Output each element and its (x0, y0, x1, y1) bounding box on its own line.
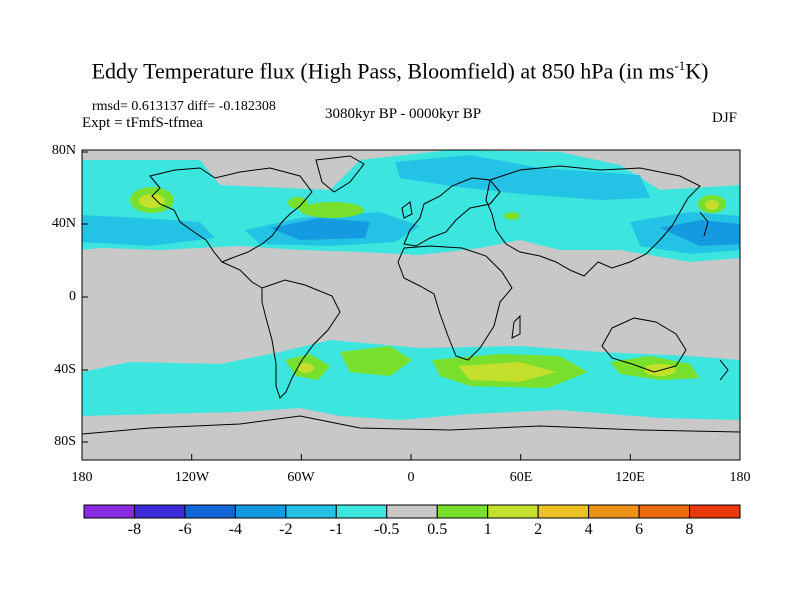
field-patch (298, 363, 314, 373)
south-america-outline (261, 279, 341, 399)
colorbar-box (537, 504, 590, 519)
stats-text: rmsd= 0.613137 diff= -0.182308 (92, 99, 276, 114)
experiment-text: Expt = tFmfS-tfmea (82, 115, 203, 131)
lon-label: 180 (729, 470, 751, 485)
colorbar-label: -2 (279, 521, 293, 538)
flux-field (82, 150, 740, 460)
colorbar-box (386, 504, 438, 519)
japan-outline (699, 211, 709, 237)
colorbar-box (133, 504, 186, 519)
season-text: DJF (712, 110, 738, 126)
europe-outline (403, 177, 501, 247)
map-title: Eddy Temperature flux (High Pass, Bloomf… (0, 58, 800, 84)
colorbar-box (638, 504, 691, 519)
colorbar-box (83, 504, 135, 519)
colorbar-box (184, 504, 236, 519)
title-end: K) (685, 58, 709, 84)
colorbar-label: 2 (534, 521, 543, 538)
madagascar-outline (511, 314, 521, 339)
asia-outline (485, 165, 701, 277)
field-region (82, 340, 740, 420)
colorbar-label: -8 (127, 521, 142, 538)
lat-label: 0 (69, 289, 76, 304)
greenland-outline (315, 155, 365, 193)
coastlines (82, 155, 740, 435)
period-text: 3080kyr BP - 0000kyr BP (325, 106, 482, 122)
title-superscript: -1 (674, 58, 686, 73)
africa-outline (397, 245, 513, 361)
colorbar-label: -1 (329, 521, 343, 538)
field-patch (139, 194, 165, 208)
field-region (340, 346, 412, 376)
lat-label: 80S (54, 434, 76, 449)
field-region (270, 218, 370, 240)
colorbar-label: -4 (228, 521, 243, 538)
field-patch (300, 202, 364, 218)
colorbar (83, 504, 741, 519)
lon-label: 60E (509, 470, 533, 485)
colorbar-box (588, 504, 640, 519)
north-america-outline (149, 167, 313, 263)
colorbar-box (436, 504, 489, 519)
field-patch (705, 200, 719, 210)
lon-label: 180 (71, 470, 93, 485)
field-patch (288, 197, 308, 209)
lon-label: 0 (407, 470, 415, 485)
uk-outline (401, 201, 413, 219)
central-america-outline (221, 261, 263, 289)
lon-label: 120E (615, 470, 645, 485)
colorbar-label: 4 (584, 521, 593, 538)
lon-label: 60W (287, 470, 315, 485)
field-patch (504, 212, 520, 220)
colorbar-box (487, 504, 539, 519)
colorbar-label: 8 (685, 521, 694, 538)
colorbar-label: 6 (635, 521, 644, 538)
colorbar-label: 0.5 (427, 521, 448, 538)
field-region (395, 155, 650, 200)
colorbar-box (689, 504, 741, 519)
colorbar-box (285, 504, 337, 519)
colorbar-box (234, 504, 287, 519)
new-zealand-outline (719, 359, 729, 381)
title-main: Eddy Temperature flux (High Pass, Bloomf… (91, 58, 675, 84)
lat-label: 40N (51, 216, 76, 231)
colorbar-label: 1 (483, 521, 492, 538)
lon-label: 120W (174, 470, 210, 485)
colorbar-label: -6 (178, 521, 192, 538)
antarctica-outline (82, 415, 740, 435)
colorbar-label: -0.5 (374, 521, 400, 538)
field-region (458, 362, 556, 382)
field-region (660, 220, 740, 246)
map-ticks (81, 151, 741, 460)
lat-label: 80N (51, 143, 76, 158)
colorbar-box (335, 504, 388, 519)
lat-label: 40S (54, 362, 76, 377)
australia-outline (601, 317, 687, 373)
